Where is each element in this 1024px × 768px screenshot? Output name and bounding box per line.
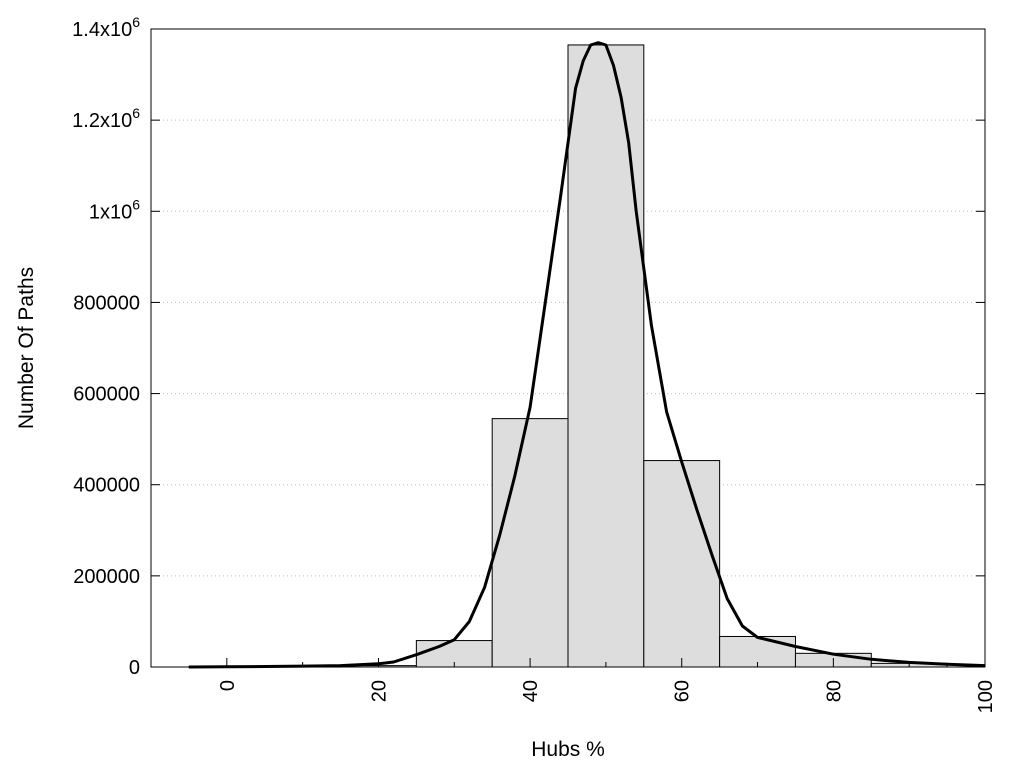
y-tick-label: 600000 [73,384,140,406]
y-tick-label: 1.4x106 [72,14,140,41]
y-axis-label: Number Of Paths [15,267,38,429]
x-tick-label: 60 [672,680,694,702]
y-tick-label: 1.2x106 [72,105,140,132]
x-tick-label: 40 [520,680,542,702]
x-tick-label: 100 [975,680,997,713]
histogram-bar [491,418,569,668]
x-tick-labels: 0 20 40 60 80 100 [217,680,997,713]
axis-ticks [151,28,986,668]
histogram-bar [567,44,645,668]
fit-curve-layer [188,41,986,669]
histogram-bar [643,460,721,668]
y-tick-label: 200000 [73,566,140,588]
x-tick-label: 80 [823,680,845,702]
y-tick-labels: 0 200000 400000 600000 800000 1x106 1.2x106 1.4… [72,14,140,679]
x-tick-label: 0 [217,680,239,691]
x-tick-label: 20 [368,680,390,702]
y-tick-label: 800000 [73,292,140,314]
plot-frame [150,28,986,668]
y-tick-label: 0 [129,657,140,679]
histogram-bar [719,635,796,668]
y-tick-label: 1x106 [89,196,140,223]
x-axis-label: Hubs % [531,738,605,761]
histogram-bars [188,44,948,668]
fit-curve [188,41,986,669]
y-tick-label: 400000 [73,475,140,497]
